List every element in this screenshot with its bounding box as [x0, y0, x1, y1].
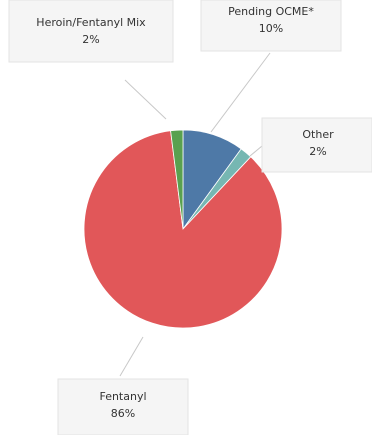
slice-label-fentanyl: Fentanyl: [99, 390, 146, 403]
leader-line-heroin-fentanyl-mix: [124, 79, 167, 120]
slice-label-other: Other: [302, 128, 334, 141]
leader-line-fentanyl: [119, 336, 144, 377]
leader-line-pending-ocme: [210, 52, 271, 133]
pie-slice-fentanyl[interactable]: [83, 130, 283, 329]
slice-label-pending-ocme: Pending OCME*: [228, 5, 314, 18]
slice-value-pending-ocme: 10%: [259, 22, 283, 35]
slice-value-other: 2%: [309, 145, 326, 158]
leader-line-other: [249, 145, 263, 157]
callout-box-other: [261, 117, 372, 173]
callout-box-fentanyl: [57, 378, 189, 435]
slice-value-heroin-fentanyl-mix: 2%: [82, 33, 99, 46]
slice-value-fentanyl: 86%: [111, 407, 135, 420]
slice-label-heroin-fentanyl-mix: Heroin/Fentanyl Mix: [36, 16, 146, 29]
pie-slice-heroin-fentanyl-mix[interactable]: [170, 129, 184, 230]
callout-box-heroin-fentanyl-mix: [8, 0, 174, 63]
callout-box-pending-ocme: [200, 0, 342, 52]
